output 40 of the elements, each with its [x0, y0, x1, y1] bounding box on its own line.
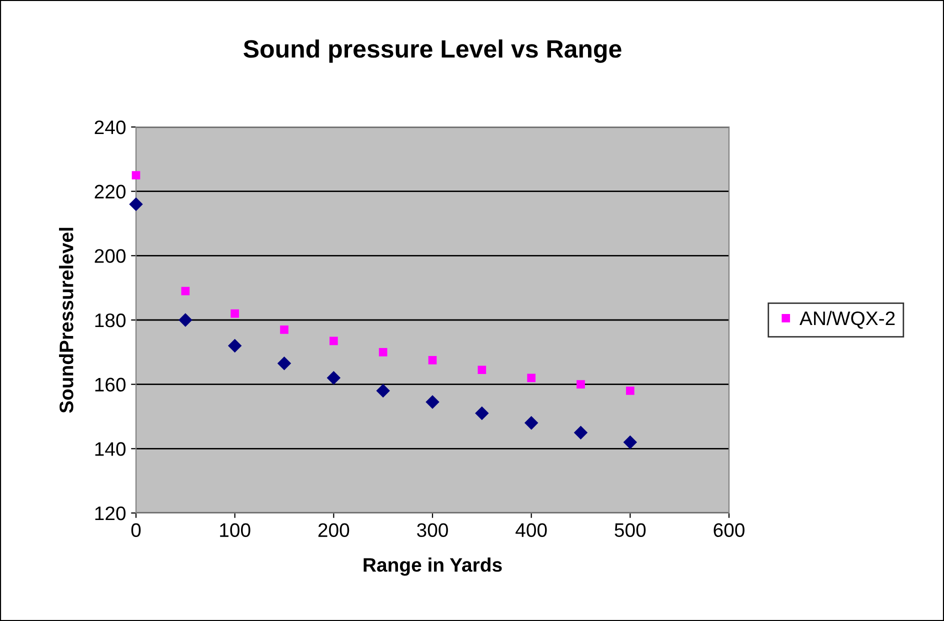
point [478, 366, 486, 374]
point [178, 313, 192, 327]
point [129, 198, 143, 211]
x-tick-label: 400 [516, 523, 547, 538]
y-tick-label: 160 [95, 378, 126, 392]
point [576, 380, 585, 388]
x-tick-label: 300 [417, 523, 448, 538]
point [132, 171, 140, 180]
point [428, 356, 437, 364]
point [327, 371, 340, 384]
x-tick-label: 600 [714, 523, 744, 538]
point [376, 384, 390, 398]
point [181, 286, 190, 296]
legend-label: AN/WQX-2 [800, 310, 895, 329]
point [378, 348, 388, 356]
x-tick-label: 0 [131, 523, 141, 538]
y-tick-label: 200 [94, 249, 126, 263]
x-axis-title: Range in Yards [364, 558, 502, 576]
point [230, 309, 239, 318]
point [475, 406, 489, 420]
y-tick-label: 220 [94, 184, 126, 199]
x-tick-label: 500 [614, 523, 646, 538]
point [626, 386, 634, 395]
point [574, 426, 588, 440]
point [228, 339, 242, 352]
point [524, 416, 538, 430]
y-tick-label: 180 [95, 313, 126, 328]
point [280, 325, 288, 334]
point [278, 356, 291, 370]
y-axis-title: SoundPressurelevel [59, 228, 74, 413]
point [330, 336, 338, 346]
point [426, 395, 440, 409]
y-tick-label: 120 [95, 506, 126, 520]
chart-title: Sound pressure Level vs Range [244, 39, 622, 63]
point [527, 374, 536, 382]
y-tick-label: 140 [95, 442, 126, 456]
y-tick-label: 240 [94, 120, 126, 134]
x-tick-label: 200 [318, 523, 350, 538]
point [624, 436, 637, 449]
x-tick-label: 100 [220, 523, 250, 538]
